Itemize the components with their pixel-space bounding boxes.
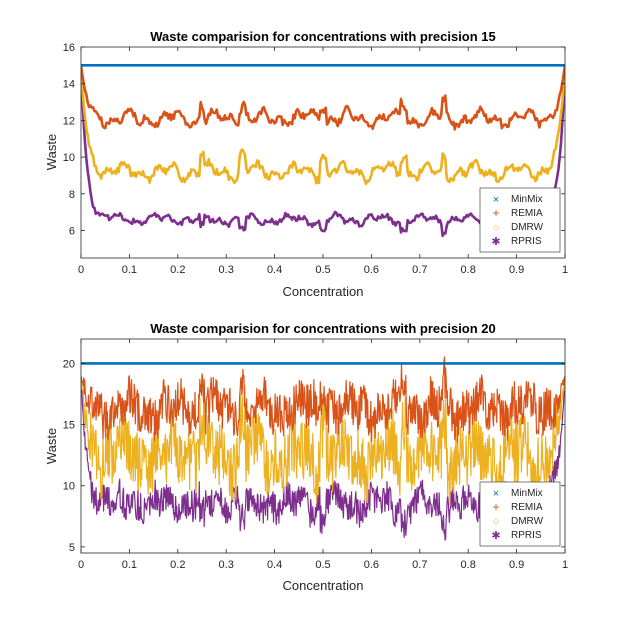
y-axis-label: Waste bbox=[44, 134, 59, 170]
x-ticks: 0 0.1 0.2 0.3 0.4 0.5 0.6 0.7 0.8 0.9 1 bbox=[78, 47, 568, 276]
chart-precision-15: 0 0.1 0.2 0.3 0.4 0.5 0.6 0.7 0.8 0.9 1 6 8 10 12 14 16… bbox=[44, 29, 568, 299]
legend-box bbox=[479, 481, 561, 547]
y-tick-label: 15 bbox=[63, 420, 75, 432]
x-tick-label: 0.4 bbox=[267, 264, 282, 276]
legend-marker-minmix: × bbox=[493, 488, 499, 500]
legend-label-rpris: RPRIS bbox=[511, 530, 542, 541]
legend-label-minmix: MinMix bbox=[511, 488, 543, 499]
y-tick-label: 20 bbox=[63, 358, 75, 370]
x-tick-label: 0.8 bbox=[461, 264, 476, 276]
x-tick-label: 0.9 bbox=[509, 264, 524, 276]
y-tick-label: 12 bbox=[63, 115, 75, 127]
legend-box bbox=[479, 187, 561, 253]
legend-label-dmrw: DMRW bbox=[511, 516, 544, 527]
y-tick-label: 8 bbox=[69, 189, 75, 201]
x-tick-label: 0.7 bbox=[412, 264, 427, 276]
legend-marker-remia: + bbox=[492, 206, 499, 220]
chart-precision-20: 0 0.1 0.2 0.3 0.4 0.5 0.6 0.7 0.8 0.9 1 5 10 15 20 Wa… bbox=[44, 321, 568, 593]
x-tick-label: 0 bbox=[78, 264, 84, 276]
y-tick-label: 5 bbox=[69, 542, 75, 554]
x-tick-label: 0.4 bbox=[267, 559, 282, 571]
x-tick-label: 0.7 bbox=[412, 559, 427, 571]
y-tick-label: 6 bbox=[69, 225, 75, 237]
x-tick-label: 0.3 bbox=[219, 559, 234, 571]
legend-marker-dmrw: ○ bbox=[493, 516, 500, 528]
x-tick-label: 0.2 bbox=[170, 264, 185, 276]
legend-label-rpris: RPRIS bbox=[511, 236, 542, 247]
x-axis-label: Concentration bbox=[283, 284, 364, 299]
y-tick-label: 14 bbox=[63, 79, 75, 91]
y-axis-label: Waste bbox=[44, 428, 59, 464]
x-tick-label: 0.9 bbox=[509, 559, 524, 571]
legend-label-dmrw: DMRW bbox=[511, 222, 544, 233]
legend-label-remia: REMIA bbox=[511, 502, 543, 513]
x-tick-label: 0.6 bbox=[364, 264, 379, 276]
x-tick-label: 0.3 bbox=[219, 264, 234, 276]
series-line-dmrw bbox=[81, 65, 565, 186]
x-tick-label: 0.1 bbox=[122, 559, 137, 571]
legend-marker-minmix: × bbox=[493, 194, 499, 206]
x-tick-label: 0.8 bbox=[461, 559, 476, 571]
series-line-remia bbox=[81, 356, 565, 444]
legend-marker-rpris: ✱ bbox=[491, 530, 500, 542]
x-tick-label: 0.6 bbox=[364, 559, 379, 571]
x-tick-label: 1 bbox=[562, 559, 568, 571]
legend-marker-rpris: ✱ bbox=[491, 236, 500, 248]
x-ticks: 0 0.1 0.2 0.3 0.4 0.5 0.6 0.7 0.8 0.9 1 bbox=[78, 339, 568, 571]
legend-marker-dmrw: ○ bbox=[493, 222, 500, 234]
legend-marker-remia: + bbox=[492, 500, 499, 514]
legend-label-minmix: MinMix bbox=[511, 194, 543, 205]
legend: × MinMix + REMIA ○ DMRW ✱ RPRIS bbox=[479, 481, 561, 547]
x-tick-label: 0.1 bbox=[122, 264, 137, 276]
y-ticks: 6 8 10 12 14 16 bbox=[63, 42, 565, 237]
x-tick-label: 0 bbox=[78, 559, 84, 571]
x-axis-label: Concentration bbox=[283, 578, 364, 593]
y-tick-label: 10 bbox=[63, 152, 75, 164]
x-tick-label: 0.2 bbox=[170, 559, 185, 571]
legend-label-remia: REMIA bbox=[511, 208, 543, 219]
y-tick-label: 16 bbox=[63, 42, 75, 54]
y-tick-label: 10 bbox=[63, 481, 75, 493]
x-tick-label: 0.5 bbox=[315, 559, 330, 571]
series-line-remia bbox=[81, 65, 565, 131]
chart-title: Waste comparision for concentrations wit… bbox=[150, 29, 496, 44]
y-ticks: 5 10 15 20 bbox=[63, 358, 565, 554]
legend: × MinMix + REMIA ○ DMRW ✱ RPRIS bbox=[479, 187, 561, 253]
x-tick-label: 1 bbox=[562, 264, 568, 276]
chart-title: Waste comparision for concentrations wit… bbox=[150, 321, 496, 336]
x-tick-label: 0.5 bbox=[315, 264, 330, 276]
